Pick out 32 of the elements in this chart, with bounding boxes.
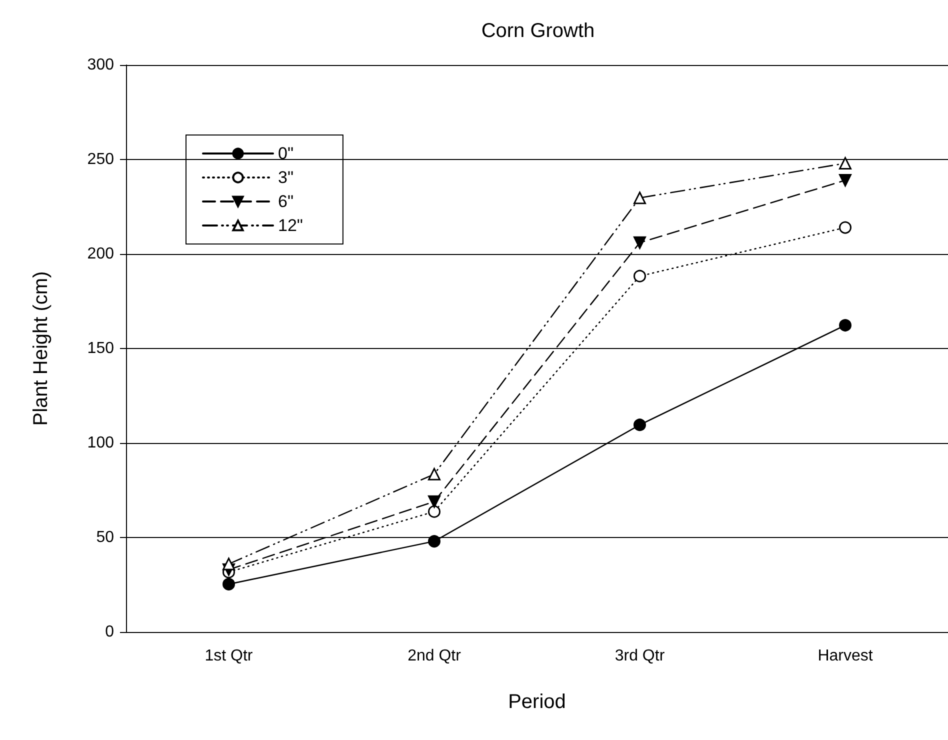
point bbox=[222, 558, 235, 570]
point bbox=[428, 535, 440, 548]
y-tick-label: 150 bbox=[87, 340, 114, 357]
y-tick-label: 250 bbox=[87, 151, 114, 168]
point bbox=[428, 468, 440, 480]
point bbox=[634, 270, 646, 282]
point bbox=[222, 578, 235, 590]
point bbox=[428, 495, 440, 508]
y-tick-label: 200 bbox=[87, 246, 114, 262]
point bbox=[634, 418, 646, 432]
point bbox=[839, 221, 852, 234]
x-tick-label: Harvest bbox=[818, 648, 874, 664]
x-tick-label: 3rd Qtr bbox=[614, 648, 666, 664]
point bbox=[428, 505, 440, 518]
y-tick-label: 300 bbox=[87, 56, 114, 74]
y-axis-title: Plant Height (cm) bbox=[30, 271, 52, 426]
point bbox=[839, 174, 852, 187]
legend-label: 12" bbox=[278, 216, 303, 235]
x-tick-label: 1st Qtr bbox=[204, 648, 254, 664]
y-tick-label: 50 bbox=[96, 529, 114, 546]
point bbox=[839, 157, 852, 170]
point bbox=[839, 319, 852, 332]
point bbox=[634, 236, 646, 249]
chart-title: Corn Growth bbox=[481, 20, 595, 42]
legend-label: 0" bbox=[278, 144, 294, 163]
x-tick-label: 2nd Qtr bbox=[408, 648, 462, 664]
legend-label: 3" bbox=[278, 168, 294, 187]
x-axis-title: Period bbox=[508, 691, 566, 713]
y-tick-label: 0 bbox=[105, 624, 114, 640]
point bbox=[634, 192, 646, 204]
y-tick-label: 100 bbox=[87, 434, 114, 452]
legend-label: 6" bbox=[278, 192, 294, 211]
